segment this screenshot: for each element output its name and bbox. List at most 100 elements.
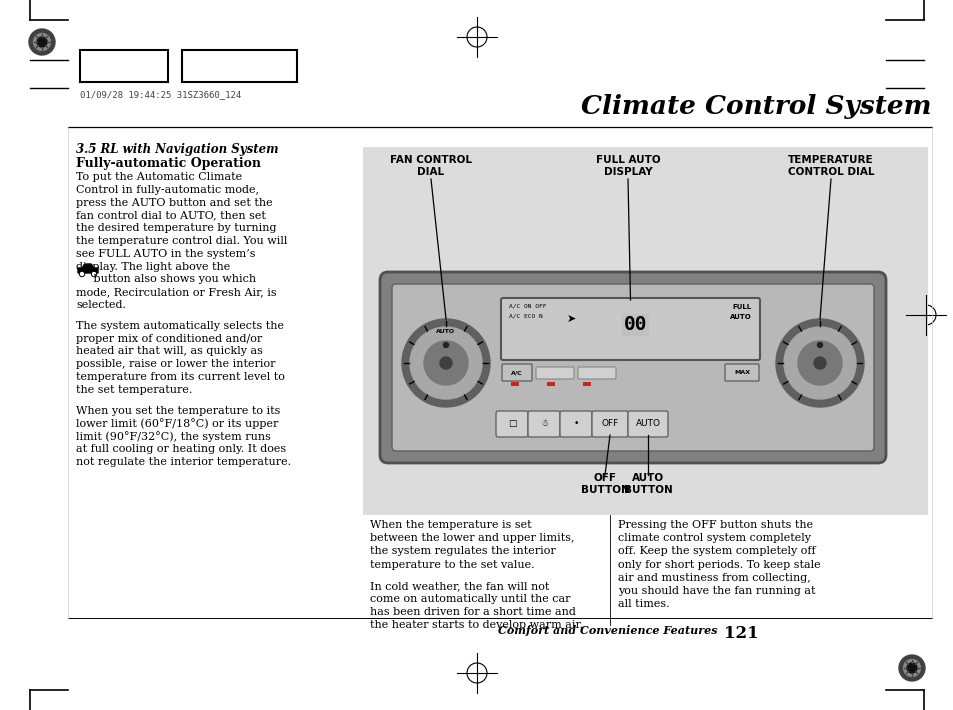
Text: off. Keep the system completely off: off. Keep the system completely off [618,547,815,557]
Circle shape [80,273,84,275]
Circle shape [91,271,96,276]
Bar [182,50,296,82]
Text: Climate Control System: Climate Control System [581,94,931,119]
Circle shape [775,319,863,407]
Text: limit (90°F/32°C), the system runs: limit (90°F/32°C), the system runs [76,431,271,442]
Text: air and mustiness from collecting,: air and mustiness from collecting, [618,573,810,583]
Text: press the AUTO button and set the: press the AUTO button and set the [76,197,273,207]
Text: ➤: ➤ [566,314,575,324]
Text: MAX: MAX [733,371,749,376]
Circle shape [410,327,481,399]
Text: □: □ [507,420,516,429]
Circle shape [92,273,95,275]
Text: you should have the fan running at: you should have the fan running at [618,586,815,596]
Text: not regulate the interior temperature.: not regulate the interior temperature. [76,457,291,466]
Text: ☃: ☃ [539,420,547,429]
Text: Comfort and Convenience Features: Comfort and Convenience Features [498,625,718,636]
Text: AUTO: AUTO [436,329,456,334]
Text: the temperature control dial. You will: the temperature control dial. You will [76,236,287,246]
Text: possible, raise or lower the interior: possible, raise or lower the interior [76,359,275,369]
Text: Pressing the OFF button shuts the: Pressing the OFF button shuts the [618,520,812,530]
Text: Fully-automatic Operation: Fully-automatic Operation [76,157,261,170]
Circle shape [783,327,855,399]
Text: When you set the temperature to its: When you set the temperature to its [76,405,280,415]
Circle shape [906,663,916,673]
Text: FULL AUTO
DISPLAY: FULL AUTO DISPLAY [595,155,659,177]
Circle shape [902,660,920,677]
Text: the desired temperature by turning: the desired temperature by turning [76,223,276,233]
Text: climate control system completely: climate control system completely [618,533,810,543]
Text: between the lower and upper limits,: between the lower and upper limits, [370,533,574,543]
Text: Control in fully-automatic mode,: Control in fully-automatic mode, [76,185,258,195]
Circle shape [37,37,47,47]
FancyBboxPatch shape [527,411,559,437]
FancyBboxPatch shape [592,411,627,437]
Text: 121: 121 [723,625,758,642]
Text: the system regulates the interior: the system regulates the interior [370,547,556,557]
Text: only for short periods. To keep stale: only for short periods. To keep stale [618,559,820,569]
Text: When the temperature is set: When the temperature is set [370,520,531,530]
FancyBboxPatch shape [379,272,885,463]
Circle shape [33,33,51,50]
Text: temperature to the set value.: temperature to the set value. [370,559,534,569]
Text: 00: 00 [623,315,647,334]
Text: selected.: selected. [76,300,126,310]
Bar [363,147,927,515]
Text: FULL: FULL [732,304,751,310]
Text: display. The light above the: display. The light above the [76,261,230,272]
Text: •: • [573,420,578,429]
Text: button also shows you which: button also shows you which [76,274,255,285]
Bar [80,50,168,82]
FancyBboxPatch shape [559,411,592,437]
FancyBboxPatch shape [500,298,760,360]
Text: 3.5 RL with Navigation System: 3.5 RL with Navigation System [76,143,278,156]
Text: OFF: OFF [600,420,618,429]
Text: come on automatically until the car: come on automatically until the car [370,594,570,604]
Circle shape [79,271,85,276]
Text: all times.: all times. [618,599,669,609]
FancyBboxPatch shape [578,367,616,379]
Text: proper mix of conditioned and/or: proper mix of conditioned and/or [76,334,262,344]
FancyBboxPatch shape [627,411,667,437]
Circle shape [898,655,924,681]
Circle shape [817,342,821,347]
Text: A/C: A/C [511,371,522,376]
Text: AUTO: AUTO [729,314,751,320]
Circle shape [813,357,825,369]
Text: at full cooling or heating only. It does: at full cooling or heating only. It does [76,444,286,454]
Text: 01/09/28 19:44:25 31SZ3660_124: 01/09/28 19:44:25 31SZ3660_124 [80,90,241,99]
FancyBboxPatch shape [724,364,759,381]
Circle shape [443,342,448,347]
Text: has been driven for a short time and: has been driven for a short time and [370,607,576,617]
Circle shape [797,341,841,385]
Text: the set temperature.: the set temperature. [76,385,193,395]
Text: TEMPERATURE
CONTROL DIAL: TEMPERATURE CONTROL DIAL [787,155,873,177]
Text: A/C ON OFF: A/C ON OFF [509,304,546,309]
Text: lower limit (60°F/18°C) or its upper: lower limit (60°F/18°C) or its upper [76,418,278,430]
Circle shape [423,341,468,385]
Text: see FULL AUTO in the system’s: see FULL AUTO in the system’s [76,248,255,259]
FancyBboxPatch shape [536,367,574,379]
Text: To put the Automatic Climate: To put the Automatic Climate [76,172,242,182]
Text: FAN CONTROL
DIAL: FAN CONTROL DIAL [390,155,472,177]
Text: the heater starts to develop warm air.: the heater starts to develop warm air. [370,621,582,630]
Text: temperature from its current level to: temperature from its current level to [76,372,285,382]
FancyBboxPatch shape [392,284,873,451]
Text: In cold weather, the fan will not: In cold weather, the fan will not [370,581,549,591]
Text: OFF
BUTTON: OFF BUTTON [580,473,629,495]
FancyBboxPatch shape [501,364,532,381]
Bar [582,382,590,386]
Text: The system automatically selects the: The system automatically selects the [76,321,284,331]
Bar [546,382,555,386]
Circle shape [439,357,452,369]
Circle shape [401,319,490,407]
Text: mode, Recirculation or Fresh Air, is: mode, Recirculation or Fresh Air, is [76,288,276,297]
Polygon shape [78,264,98,273]
Bar [511,382,518,386]
Circle shape [29,29,55,55]
Text: fan control dial to AUTO, then set: fan control dial to AUTO, then set [76,210,266,220]
FancyBboxPatch shape [496,411,527,437]
Text: heated air that will, as quickly as: heated air that will, as quickly as [76,346,263,356]
Text: AUTO: AUTO [635,420,659,429]
Text: AUTO
BUTTON: AUTO BUTTON [623,473,672,495]
